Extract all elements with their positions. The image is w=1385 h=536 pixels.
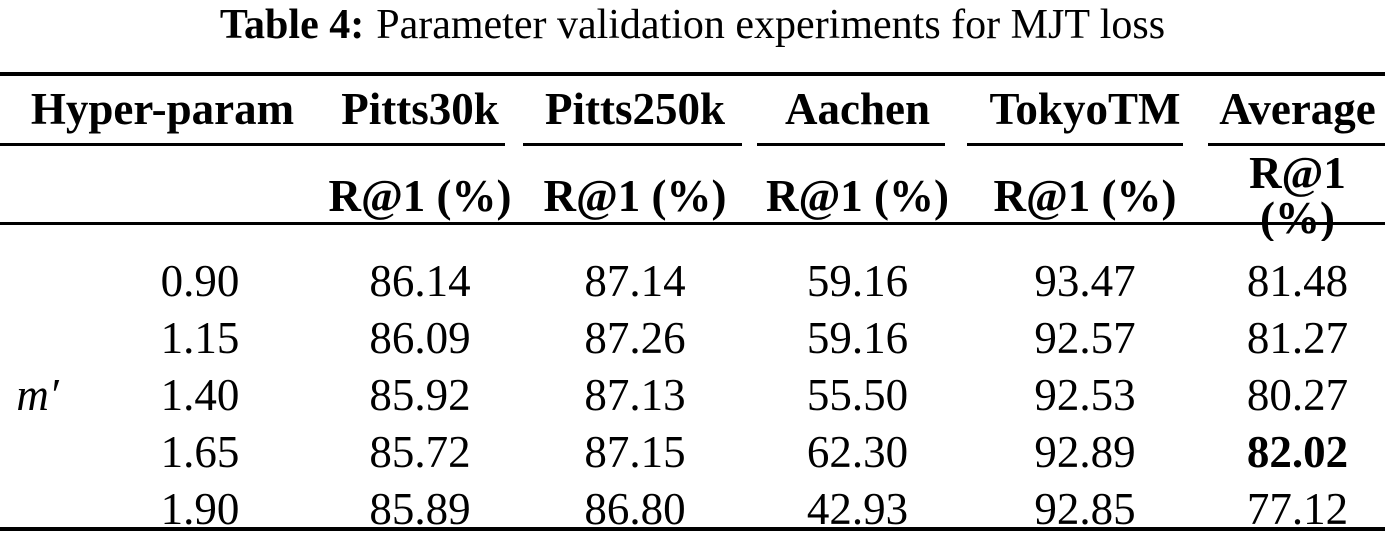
table-row: m′ 0.90 86.14 87.14 59.16 93.47 81.48 bbox=[0, 253, 1385, 418]
score-cell: 42.93 bbox=[806, 484, 909, 534]
param-value-cell: 1.65 bbox=[160, 427, 240, 477]
bottom-rule bbox=[0, 527, 1385, 531]
header-average: Average bbox=[1219, 84, 1376, 134]
score-cell: 92.85 bbox=[1034, 484, 1136, 534]
table-caption: Table 4: Parameter validation experiments… bbox=[0, 2, 1385, 48]
top-rule bbox=[0, 72, 1385, 76]
header-tokyotm: TokyoTM bbox=[989, 84, 1181, 134]
spacer-cell bbox=[0, 241, 1385, 253]
param-value-cell: 0.90 bbox=[160, 256, 240, 306]
score-cell: 85.92 bbox=[369, 370, 471, 420]
metric-label-average: R@1 (%) bbox=[1249, 148, 1346, 241]
score-cell: 77.12 bbox=[1246, 484, 1349, 534]
metric-header-row: R@1 (%) R@1 (%) R@1 (%) R@1 (%) R@1 (%) bbox=[0, 143, 1385, 241]
table-body: m′ 0.90 86.14 87.14 59.16 93.47 81.48 1.… bbox=[0, 241, 1385, 536]
score-cell: 93.47 bbox=[1034, 256, 1136, 306]
table-caption-number: Table 4: bbox=[219, 2, 365, 48]
score-cell: 87.26 bbox=[584, 313, 686, 363]
score-cell: 92.57 bbox=[1034, 313, 1136, 363]
table-row: 1.90 85.89 86.80 42.93 92.85 77.12 bbox=[0, 481, 1385, 536]
score-cell: 86.09 bbox=[369, 313, 471, 363]
table-row: 1.15 86.09 87.26 59.16 92.57 81.27 bbox=[0, 310, 1385, 367]
metric-empty-cell bbox=[0, 143, 325, 241]
cmidrule-average bbox=[1208, 143, 1385, 146]
cmidrule-hyperparam-pitts30k bbox=[0, 143, 505, 146]
score-cell: 92.53 bbox=[1034, 370, 1136, 420]
score-cell: 62.30 bbox=[806, 427, 909, 477]
score-cell: 86.14 bbox=[369, 256, 471, 306]
score-cell: 59.16 bbox=[806, 313, 909, 363]
header-pitts250k: Pitts250k bbox=[545, 84, 725, 134]
param-value-cell: 1.15 bbox=[160, 313, 240, 363]
score-cell: 87.14 bbox=[584, 256, 686, 306]
table-caption-text: Parameter validation experiments for MJT… bbox=[376, 2, 1166, 48]
score-cell: 81.48 bbox=[1246, 256, 1349, 306]
table-row: 1.65 85.72 87.15 62.30 92.89 82.02 bbox=[0, 424, 1385, 481]
score-cell: 87.13 bbox=[584, 370, 686, 420]
mid-rule bbox=[0, 222, 1385, 225]
spacer-row bbox=[0, 241, 1385, 253]
row-group-label: m′ bbox=[16, 370, 59, 420]
score-cell: 92.89 bbox=[1034, 427, 1136, 477]
cmidrule-pitts250k bbox=[523, 143, 742, 146]
header-aachen: Aachen bbox=[785, 84, 930, 134]
column-header-row: Hyper-param Pitts30k Pitts250k Aachen To… bbox=[0, 76, 1385, 143]
score-cell: 55.50 bbox=[806, 370, 909, 420]
score-cell: 86.80 bbox=[584, 484, 686, 534]
header-hyper-param: Hyper-param bbox=[30, 84, 295, 134]
metric-label-tokyotm: R@1 (%) bbox=[993, 170, 1177, 221]
metric-label-aachen: R@1 (%) bbox=[765, 170, 950, 221]
table-row: 1.40 85.92 87.13 55.50 92.53 80.27 bbox=[0, 367, 1385, 424]
score-cell-best: 82.02 bbox=[1246, 427, 1349, 477]
score-cell: 80.27 bbox=[1246, 370, 1349, 420]
results-table: Hyper-param Pitts30k Pitts250k Aachen To… bbox=[0, 76, 1385, 536]
cmidrule-tokyotm bbox=[967, 143, 1183, 146]
metric-label-pitts30k: R@1 (%) bbox=[328, 170, 512, 221]
param-value-cell: 1.90 bbox=[160, 484, 240, 534]
score-cell: 85.89 bbox=[369, 484, 471, 534]
score-cell: 85.72 bbox=[369, 427, 471, 477]
score-cell: 87.15 bbox=[584, 427, 686, 477]
table-header: Hyper-param Pitts30k Pitts250k Aachen To… bbox=[0, 76, 1385, 241]
header-pitts30k: Pitts30k bbox=[341, 84, 499, 134]
cmidrule-aachen bbox=[757, 143, 945, 146]
param-value-cell: 1.40 bbox=[160, 370, 240, 420]
metric-label-pitts250k: R@1 (%) bbox=[543, 170, 727, 221]
score-cell: 59.16 bbox=[806, 256, 909, 306]
score-cell: 81.27 bbox=[1246, 313, 1349, 363]
